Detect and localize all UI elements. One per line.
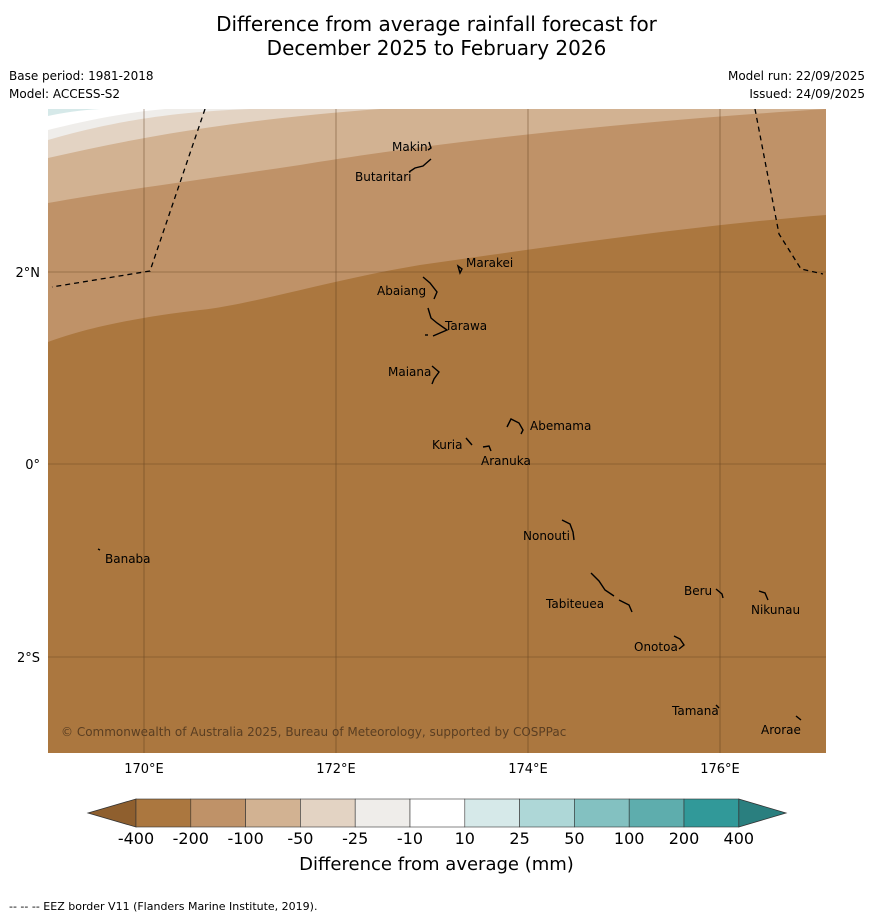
colorbar-extend-low [86,798,137,828]
label-tarawa: Tarawa [444,319,487,333]
colorbar-tick-label: 25 [509,829,530,848]
outline-nikunau [758,590,769,601]
map-title: Difference from average rainfall forecas… [0,12,873,60]
outline-tabiteuea-north [590,572,615,597]
lon-tick-172: 172°E [316,762,356,777]
colorbar-tick-label: -25 [342,829,369,848]
island-labels: Makin Butaritari Marakei Abaiang Tarawa … [105,140,801,737]
colorbar-segment-4 [354,798,411,828]
colorbar-tick-label: 200 [668,829,700,848]
colorbar-segment-8 [574,798,630,828]
outline-onotoa [673,635,685,650]
outline-tarawa [427,307,449,337]
base-period: Base period: 1981-2018 [9,69,154,83]
label-maiana: Maiana [388,365,431,379]
label-abaiang: Abaiang [377,284,426,298]
colorbar-tick-label: -50 [287,829,314,848]
label-makin: Makin [392,140,428,154]
outline-tabiteuea-south [618,599,633,613]
outline-tamana [715,704,720,709]
label-tabiteuea: Tabiteuea [545,597,604,611]
copyright-notice: © Commonwealth of Australia 2025, Bureau… [61,725,566,739]
meta-right: Model run: 22/09/2025 Issued: 24/09/2025 [728,67,865,103]
band-plus-10 [48,109,100,116]
outline-makin [427,141,432,151]
colorbar-segment-6 [464,798,520,828]
colorbar-segment-2 [245,798,301,828]
model-name: Model: ACCESS-S2 [9,87,121,101]
outline-banaba [97,548,101,551]
colorbar-tick-label: -400 [117,829,155,848]
lat-tick-0: 0° [25,458,40,473]
label-onotoa: Onotoa [634,640,678,654]
lat-tick-2s: 2°S [17,651,40,666]
label-aranuka: Aranuka [481,454,531,468]
lon-tick-170: 170°E [124,762,164,777]
colorbar-extend-high [738,798,788,828]
colorbar-segment-3 [300,798,356,828]
label-tamana: Tamana [671,704,719,718]
colorbar-tick-label: 10 [454,829,475,848]
lat-tick-2n: 2°N [16,266,41,281]
outline-aranuka [482,445,492,452]
outline-beru [715,588,724,599]
meta-left: Base period: 1981-2018 Model: ACCESS-S2 [9,67,154,103]
colorbar-segment-1 [190,798,246,828]
band-minus-100 [48,109,826,203]
outline-arorae [795,715,802,721]
colorbar-tick-label: -100 [227,829,264,848]
label-banaba: Banaba [105,552,151,566]
colorbar-segment-0 [135,798,192,828]
outline-abaiang [422,276,438,300]
colorbar-segment-5 [409,798,466,828]
label-beru: Beru [684,584,712,598]
axis-tick-labels: 170°E 172°E 174°E 176°E 2°N 0° 2°S [16,266,740,777]
colorbar [86,798,788,828]
colorbar-tick-label: 50 [564,829,585,848]
label-marakei: Marakei [466,256,513,270]
label-nonouti: Nonouti [523,529,570,543]
colorbar-tick-label: 400 [723,829,755,848]
band-minus-10 [48,109,165,130]
label-kuria: Kuria [432,438,463,452]
lon-tick-174: 174°E [508,762,548,777]
band-minus-50 [48,109,380,158]
label-nikunau: Nikunau [751,603,800,617]
colorbar-tick-label: -10 [396,829,424,848]
title-line-1: Difference from average rainfall forecas… [216,12,657,36]
colorbar-segment-9 [628,798,685,828]
title-line-2: December 2025 to February 2026 [266,36,607,60]
model-run: Model run: 22/09/2025 [727,69,865,83]
colorbar-segment-7 [519,798,575,828]
rainfall-field: Makin Butaritari Marakei Abaiang Tarawa … [48,109,826,753]
eez-border-east [754,109,824,275]
colorbar-segment-10 [683,798,740,828]
eez-border-west [51,109,206,288]
label-abemama: Abemama [530,419,591,433]
colorbar-title: Difference from average (mm) [299,854,574,875]
outline-nonouti [561,519,575,541]
graticule [48,109,826,753]
colorbar-tick-label: -200 [172,829,209,848]
eez-border [51,109,824,288]
outline-marakei [456,264,463,275]
outline-kuria [465,437,473,446]
issued-date: Issued: 24/09/2025 [749,87,865,101]
label-butaritari: Butaritari [355,170,412,184]
outline-maiana [431,365,440,385]
outline-abemama [506,418,524,435]
label-arorae: Arorae [761,723,801,737]
eez-footnote: -- -- -- EEZ border V11 (Flanders Marine… [9,900,318,913]
island-outlines [97,141,802,721]
lon-tick-176: 176°E [700,762,740,777]
outline-butaritari [408,158,432,173]
colorbar-tick-label: 100 [613,829,645,848]
